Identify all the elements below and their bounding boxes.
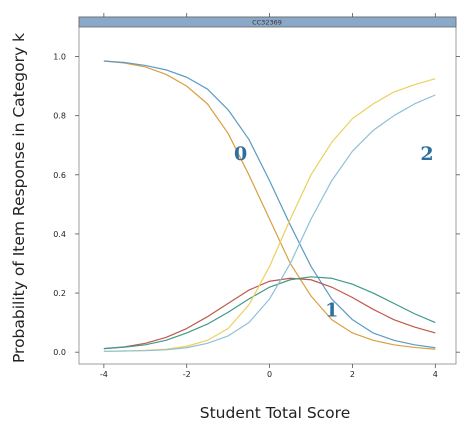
right-ticks bbox=[456, 56, 460, 353]
category-label-0: 0 bbox=[234, 143, 247, 165]
category-label-1: 1 bbox=[325, 300, 338, 322]
x-tick-label: -4 bbox=[100, 370, 108, 379]
series-line-3 bbox=[103, 277, 436, 350]
x-axis: -4 -2 0 2 4 bbox=[100, 364, 438, 379]
x-tick-label: 0 bbox=[267, 370, 272, 379]
top-ticks bbox=[103, 13, 436, 17]
x-axis-title: Student Total Score bbox=[200, 404, 350, 421]
y-tick-label: 0.4 bbox=[53, 230, 66, 239]
series-line-2 bbox=[103, 60, 436, 349]
y-tick-label: 0.0 bbox=[53, 348, 66, 357]
series-lines bbox=[103, 60, 436, 352]
series-line-4 bbox=[103, 276, 436, 350]
y-axis: 0.0 0.2 0.4 0.6 0.8 1.0 bbox=[53, 53, 79, 357]
x-tick-label: -2 bbox=[183, 370, 191, 379]
panel-strip bbox=[78, 16, 457, 28]
series-line-6 bbox=[103, 94, 436, 352]
y-tick-label: 0.6 bbox=[53, 171, 66, 180]
y-tick-label: 1.0 bbox=[53, 53, 66, 62]
panel-title: CC32369 bbox=[252, 19, 282, 27]
series-line-1 bbox=[103, 60, 436, 350]
y-axis-title: Probability of Item Response in Category… bbox=[10, 33, 28, 363]
y-tick-label: 0.8 bbox=[53, 112, 66, 121]
curve-annotations: 0 1 2 bbox=[234, 143, 434, 322]
y-tick-label: 0.2 bbox=[53, 289, 66, 298]
x-tick-label: 4 bbox=[433, 370, 438, 379]
plot-panel bbox=[78, 16, 457, 365]
category-label-2: 2 bbox=[420, 143, 433, 165]
x-tick-label: 2 bbox=[350, 370, 355, 379]
